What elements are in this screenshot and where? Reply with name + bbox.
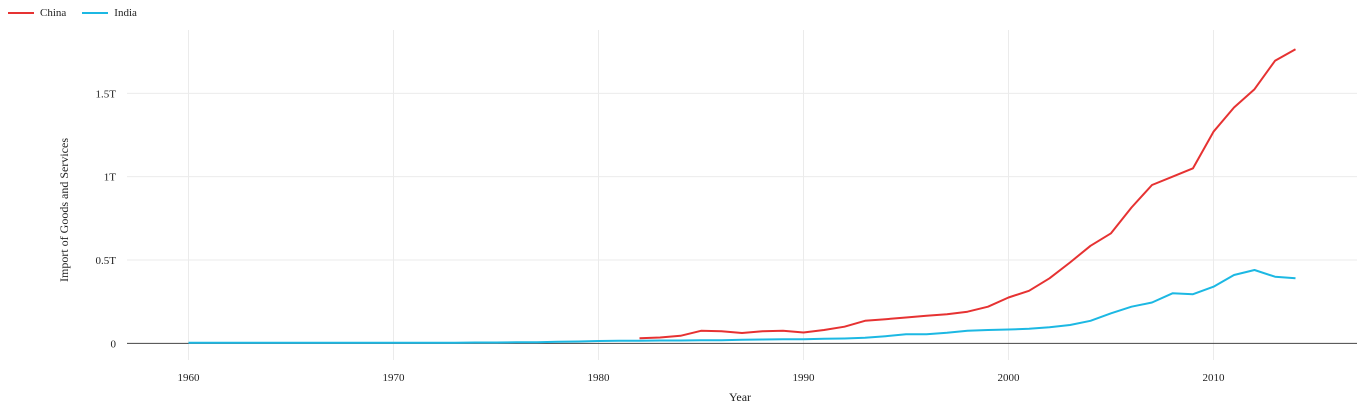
x-tick-label: 2010 xyxy=(1203,372,1226,384)
legend-swatch xyxy=(82,12,109,14)
y-axis-title: Import of Goods and Services xyxy=(57,138,71,282)
x-tick-label: 1960 xyxy=(178,372,201,384)
series-line-china xyxy=(639,48,1296,340)
y-tick-label: 0.5T xyxy=(96,255,117,267)
legend-item-india[interactable]: India xyxy=(82,7,137,19)
legend: China India xyxy=(8,7,137,19)
y-tick-label: 0 xyxy=(111,338,117,350)
series-line-india xyxy=(188,269,1296,344)
x-tick-label: 1980 xyxy=(588,372,611,384)
legend-item-china[interactable]: China xyxy=(8,7,66,19)
legend-label: China xyxy=(40,7,67,19)
legend-swatch xyxy=(8,12,34,14)
x-tick-label: 2000 xyxy=(998,372,1021,384)
x-tick-label: 1990 xyxy=(793,372,816,384)
x-tick-label: 1970 xyxy=(383,372,406,384)
legend-label: India xyxy=(114,7,137,19)
y-tick-label: 1.5T xyxy=(96,88,117,100)
y-tick-label: 1T xyxy=(104,172,117,184)
x-axis-title: Year xyxy=(729,390,751,404)
